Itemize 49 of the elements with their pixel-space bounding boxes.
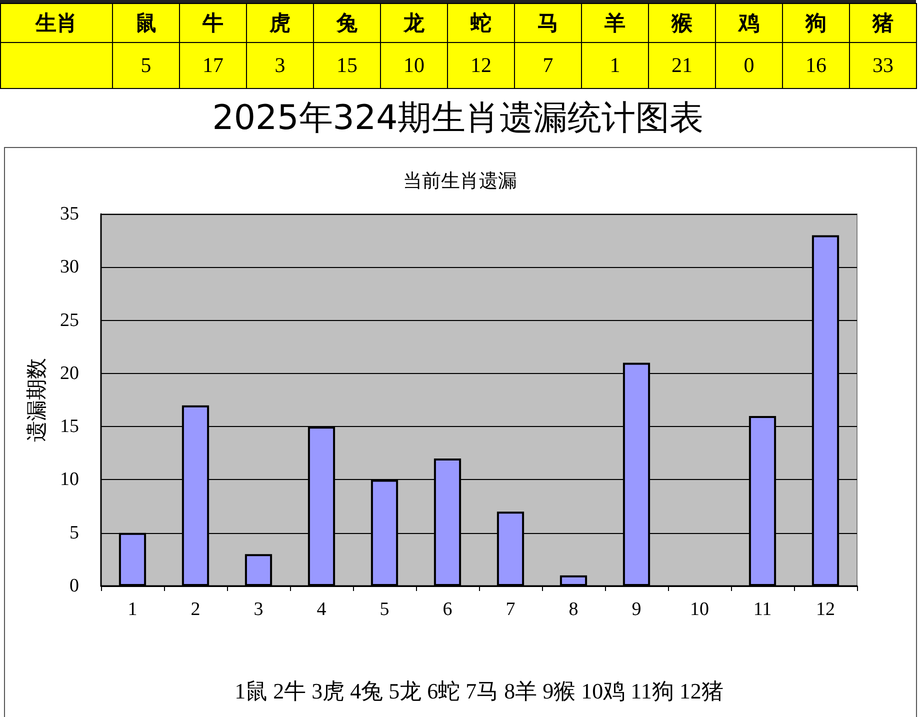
data-label: 1 [581, 42, 649, 89]
x-tick-label: 6 [442, 599, 452, 620]
y-tick-label: 20 [60, 362, 79, 384]
data-label: 0 [715, 42, 783, 89]
x-tick-label: 5 [380, 599, 390, 620]
y-tick-label: 35 [60, 204, 79, 224]
category-label: 猴 [648, 3, 716, 43]
data-label: 10 [380, 42, 448, 89]
y-tick-label: 30 [60, 256, 79, 278]
category-label: 蛇 [447, 3, 515, 43]
data-label: 33 [849, 42, 917, 89]
x-tick-label: 11 [753, 599, 772, 620]
x-tick-label: 10 [690, 599, 709, 620]
data-label: 5 [112, 42, 180, 89]
category-label: 牛 [179, 3, 247, 43]
y-tick-label: 5 [70, 522, 79, 544]
data-label: 17 [179, 42, 247, 89]
x-tick-label: 7 [506, 599, 516, 620]
category-label: 羊 [581, 3, 649, 43]
data-label: 21 [648, 42, 716, 89]
y-tick-label: 15 [60, 416, 79, 438]
data-label: 16 [782, 42, 850, 89]
data-label: 15 [313, 42, 381, 89]
text: 生肖 [0, 3, 113, 43]
x-tick-label: 3 [254, 599, 264, 620]
category-label: 马 [514, 3, 582, 43]
data-label: 12 [447, 42, 515, 89]
x-tick-label: 8 [568, 599, 578, 620]
chart-subtitle: 当前生肖遗漏 [403, 171, 517, 192]
x-tick-label: 9 [632, 599, 642, 620]
category-label: 兔 [313, 3, 381, 43]
y-axis-title: 遗漏期数 [24, 358, 48, 442]
category-label: 虎 [246, 3, 314, 43]
chart-title: 2025年324期生肖遗漏统计图表 [211, 97, 705, 140]
category-label: 鸡 [715, 3, 783, 43]
x-tick-label: 12 [816, 599, 835, 620]
y-tick-label: 0 [70, 576, 79, 596]
data-label: 7 [514, 42, 582, 89]
x-axis-title: 1鼠 2牛 3虎 4兔 5龙 6蛇 7马 8羊 9猴 10鸡 11狗 12猪 [234, 678, 724, 704]
y-tick-label: 10 [60, 469, 79, 490]
category-label: 龙 [380, 3, 448, 43]
category-label: 鼠 [112, 3, 180, 43]
x-tick-label: 2 [190, 599, 200, 620]
y-tick-label: 25 [60, 310, 79, 331]
x-tick-label: 1 [128, 599, 138, 620]
data-label: 3 [246, 42, 314, 89]
x-tick-label: 4 [316, 599, 327, 620]
category-label: 猪 [849, 3, 917, 43]
category-label: 狗 [782, 3, 850, 43]
